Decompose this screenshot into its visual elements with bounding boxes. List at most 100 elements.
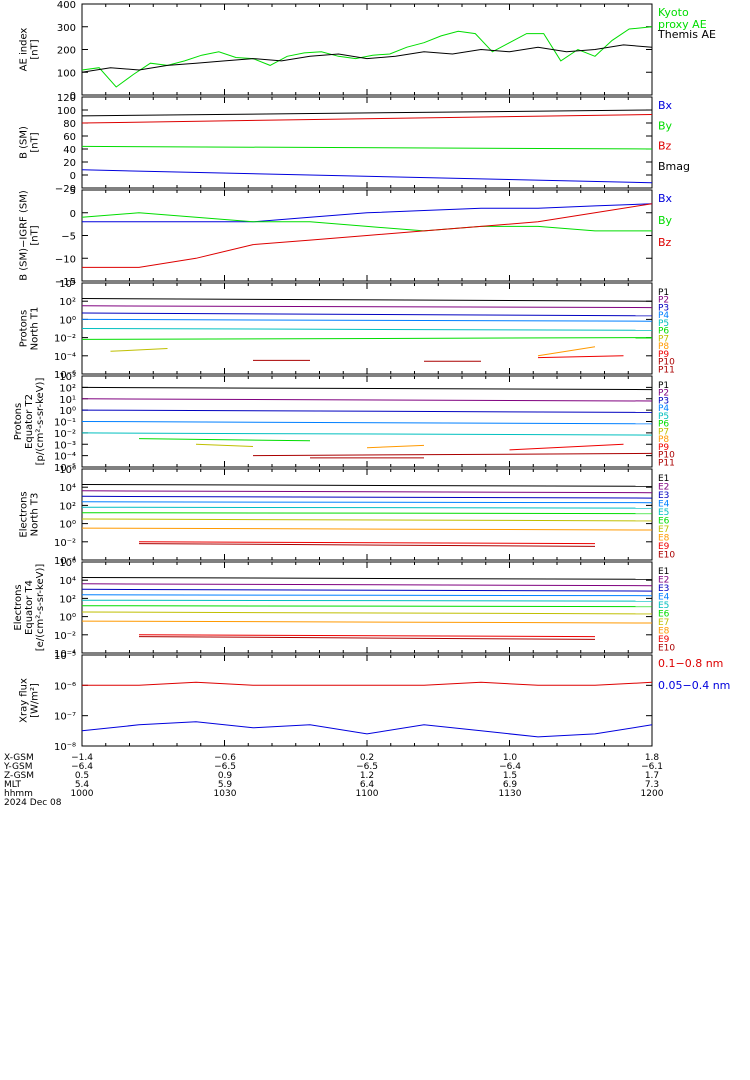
legend-entry: P7 — [658, 334, 669, 344]
footer-value: −6.5 — [356, 762, 378, 772]
series-line-e4 — [81, 594, 653, 597]
legend-entry: P2 — [658, 389, 669, 399]
y-axis-label: [W/m²] — [30, 683, 41, 718]
legend-entry: E3 — [658, 584, 669, 594]
series-line-e3 — [81, 588, 653, 592]
legend-entry: P7 — [658, 427, 669, 437]
legend-entry: E4 — [658, 500, 670, 510]
footer-value: 1.5 — [503, 771, 517, 781]
ytick-label: 100 — [57, 106, 76, 117]
legend-entry: P8 — [658, 435, 669, 445]
ytick-label: 10⁻² — [54, 429, 76, 440]
series-line-bx — [81, 169, 653, 184]
ytick-label: 10⁻² — [54, 538, 76, 549]
ytick-label: 60 — [63, 132, 76, 143]
series-line-e4 — [81, 501, 653, 504]
series-line-p5 — [81, 432, 653, 436]
panel-bigrf: −15 −10 −5 0 5 B (SM)−IGRF (SM) [nT] Bx By Bz — [19, 186, 673, 288]
y-axis-label: Protons — [13, 403, 24, 440]
footer-value: 5.4 — [75, 780, 90, 790]
legend-entry: By — [658, 119, 673, 132]
legend-entry: E2 — [658, 576, 669, 586]
legend-entry: P8 — [658, 342, 669, 352]
ytick-label: 10² — [59, 501, 76, 512]
legend-entry: Bx — [658, 99, 673, 112]
ytick-label: 10⁰ — [59, 520, 76, 531]
footer-value: 1000 — [71, 789, 94, 799]
legend-entry: E10 — [658, 551, 675, 561]
series-line-p3 — [81, 312, 653, 317]
footer-value: −6.1 — [641, 762, 663, 772]
legend-entry: P5 — [658, 412, 669, 422]
ytick-label: 10⁻⁵ — [54, 463, 76, 474]
footer-value: 7.3 — [645, 780, 659, 790]
ytick-label: 120 — [57, 93, 76, 104]
ytick-label: 5 — [70, 186, 76, 197]
ytick-label: 10⁻⁶ — [54, 370, 76, 381]
series-line-p9 — [537, 355, 624, 359]
panel-frame — [81, 654, 653, 747]
series-line-p6 — [81, 337, 653, 340]
series-line-e1 — [81, 577, 653, 580]
legend-entry: P3 — [658, 303, 669, 313]
series-line-p9 — [509, 443, 624, 451]
ytick-label: −15 — [55, 277, 76, 288]
ytick-label: 10³ — [59, 372, 76, 383]
legend-entry: P1 — [658, 381, 669, 391]
ytick-label: −5 — [61, 232, 76, 243]
y-axis-label: Equator T4 — [24, 580, 35, 635]
series-line-p4 — [81, 421, 653, 425]
footer-value: 1200 — [641, 789, 664, 799]
footer-value: 1.7 — [645, 771, 659, 781]
legend-entry: E5 — [658, 508, 669, 518]
series-line-by — [81, 212, 652, 232]
legend-entry: Bz — [658, 140, 672, 153]
y-axis-label: Xray flux — [19, 678, 30, 723]
y-axis-label: B (SM)−IGRF (SM) — [19, 190, 30, 281]
ytick-label: 10⁰ — [59, 406, 76, 417]
legend-entry: Bmag — [658, 160, 690, 173]
footer-value: −6.4 — [499, 762, 521, 772]
series-line-kyoto-proxy-ae — [81, 26, 653, 88]
y-axis-label: Protons — [19, 310, 30, 347]
series-line-themis-ae — [81, 44, 653, 73]
legend-entry: E2 — [658, 483, 669, 493]
series-line-e8 — [81, 527, 653, 531]
series-line-bx — [82, 203, 653, 223]
series-line-e10 — [138, 636, 596, 640]
legend-entry: E4 — [658, 593, 670, 603]
panel-pn: 10⁻⁶ 10⁻⁴ 10⁻² 10⁰ 10² 10⁴ Protons North T1 P1P2… — [19, 279, 676, 381]
series-line-bmag — [81, 109, 653, 117]
ytick-label: 10⁻⁶ — [54, 681, 76, 692]
footer-value: −6.4 — [71, 762, 93, 772]
legend-entry: By — [658, 214, 673, 227]
ytick-label: 400 — [57, 0, 76, 11]
ytick-label: 10⁻² — [54, 334, 76, 345]
legend-entry: P6 — [658, 420, 669, 430]
series-line-bz — [81, 114, 653, 124]
legend-entry: P3 — [658, 396, 669, 406]
footer-row-label: Y-GSM — [3, 762, 32, 772]
series-line-p3 — [81, 409, 653, 413]
ytick-label: 20 — [63, 158, 76, 169]
legend-entry: Themis AE — [657, 28, 716, 41]
legend-entry: Bx — [658, 192, 673, 205]
footer-value: 1.8 — [645, 753, 660, 763]
series-line-e1 — [81, 484, 653, 487]
ytick-label: 10⁻¹ — [54, 418, 76, 429]
ytick-label: 10² — [59, 594, 76, 605]
footer-row-label: hhmm — [4, 789, 33, 799]
series-line-p2 — [81, 398, 653, 402]
ytick-label: 10⁻⁴ — [54, 352, 76, 363]
ytick-label: −20 — [55, 184, 76, 195]
ytick-label: 10⁴ — [59, 279, 76, 290]
y-axis-label: North T3 — [30, 493, 41, 537]
series-line-p7 — [195, 443, 254, 447]
ytick-label: 80 — [63, 119, 76, 130]
series-line-p1 — [81, 386, 653, 391]
legend-entry: P10 — [658, 358, 675, 368]
ytick-label: 10¹ — [59, 395, 76, 406]
